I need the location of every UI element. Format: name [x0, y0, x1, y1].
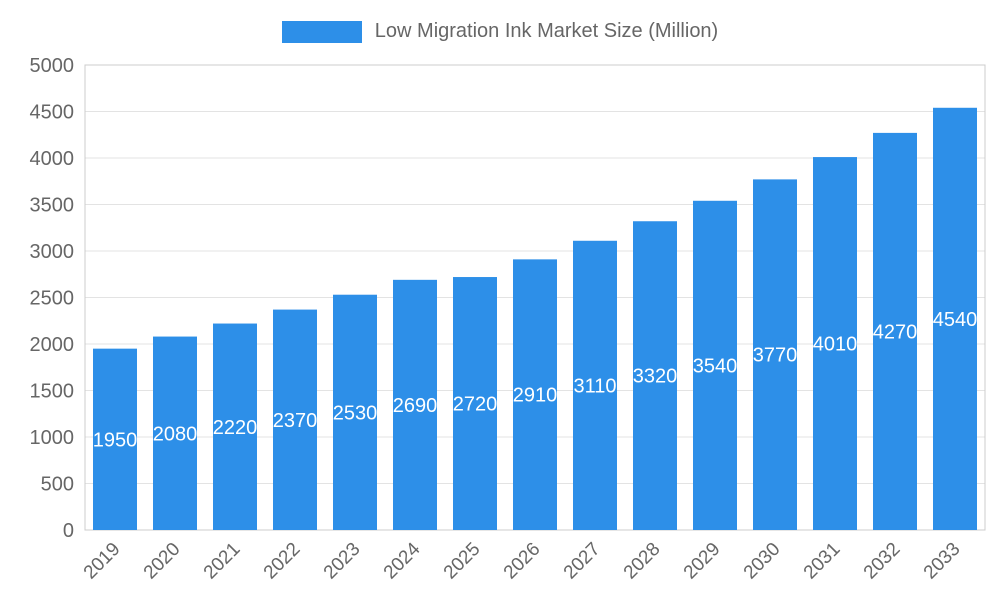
x-tick-label: 2027 [560, 539, 605, 584]
y-tick-label: 0 [63, 520, 74, 542]
bar-value-label: 2690 [393, 395, 438, 417]
x-tick-label: 2031 [800, 539, 845, 584]
y-tick-label: 2000 [30, 334, 75, 356]
x-tick-label: 2020 [140, 539, 185, 584]
x-tick-label: 2025 [440, 539, 485, 584]
bar-2033 [933, 107, 977, 530]
x-tick-label: 2028 [620, 539, 665, 584]
bar-2022 [273, 309, 317, 530]
bar-value-label: 2910 [513, 385, 558, 407]
bar-2023 [333, 294, 377, 530]
bar-2027 [573, 240, 617, 530]
bar-value-label: 2220 [213, 417, 258, 439]
y-tick-label: 500 [41, 474, 74, 496]
bar-value-label: 2370 [273, 410, 318, 432]
bar-value-label: 2530 [333, 402, 378, 424]
x-tick-label: 2029 [680, 539, 725, 584]
bar-2024 [393, 279, 437, 530]
y-tick-label: 2500 [30, 288, 75, 310]
legend-label: Low Migration Ink Market Size (Million) [374, 20, 719, 42]
bar-2028 [633, 221, 677, 531]
x-tick-label: 2023 [320, 539, 365, 584]
y-tick-label: 3500 [30, 195, 75, 217]
y-tick-label: 5000 [30, 55, 75, 77]
bar-value-label: 2720 [453, 394, 498, 416]
bar-2020 [153, 336, 197, 530]
bar-2029 [693, 200, 737, 530]
bar-value-label: 4540 [933, 309, 978, 331]
bar-value-label: 2080 [153, 423, 198, 445]
x-tick-label: 2026 [500, 539, 545, 584]
bar-2021 [213, 323, 257, 530]
bar-2025 [453, 277, 497, 530]
bar-value-label: 4270 [873, 321, 918, 343]
bar-2031 [813, 157, 857, 530]
bar-value-label: 3320 [633, 366, 678, 388]
x-tick-label: 2024 [380, 538, 425, 583]
y-tick-label: 4500 [30, 102, 75, 124]
y-tick-label: 4000 [30, 148, 75, 170]
bar-2019 [93, 348, 137, 530]
x-tick-label: 2032 [860, 539, 905, 584]
bar-value-label: 1950 [93, 429, 138, 451]
y-tick-label: 1500 [30, 381, 75, 403]
legend[interactable]: Low Migration Ink Market Size (Million) [0, 20, 1000, 43]
x-tick-label: 2033 [920, 539, 965, 584]
legend-swatch [281, 20, 362, 43]
bar-value-label: 4010 [813, 334, 858, 356]
bar-2026 [513, 259, 557, 530]
x-tick-label: 2022 [260, 539, 305, 584]
bar-2032 [873, 132, 917, 530]
x-tick-label: 2021 [200, 539, 245, 584]
bar-value-label: 3110 [573, 375, 616, 397]
y-tick-label: 3000 [30, 241, 75, 263]
bar-value-label: 3540 [693, 355, 738, 377]
y-tick-label: 1000 [30, 427, 75, 449]
bar-2030 [753, 179, 797, 530]
bar-value-label: 3770 [753, 345, 798, 367]
x-tick-label: 2030 [740, 539, 785, 584]
x-tick-label: 2019 [80, 539, 125, 584]
